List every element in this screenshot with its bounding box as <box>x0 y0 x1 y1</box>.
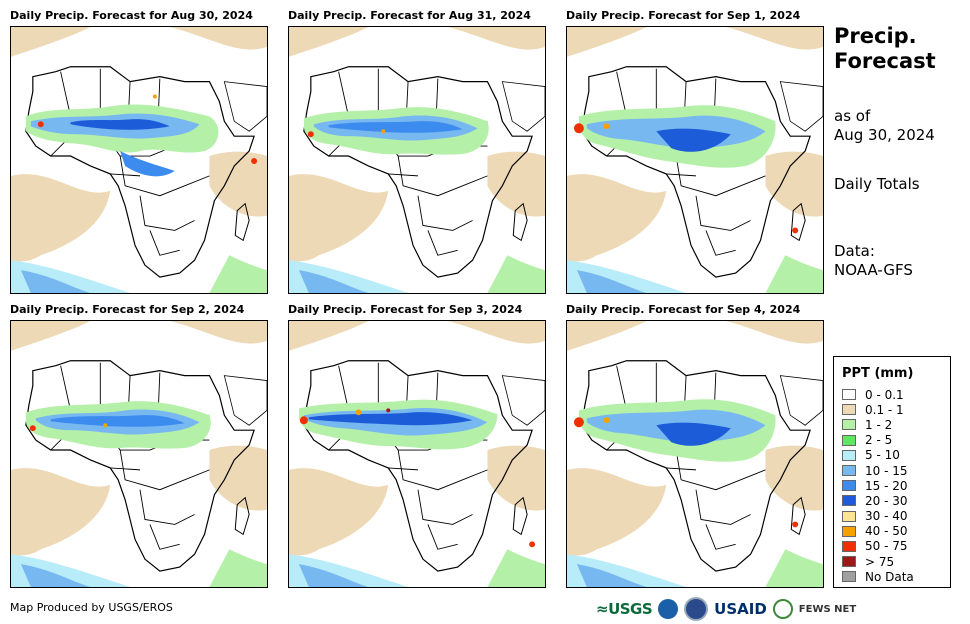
as-of-label: as of Aug 30, 2024 <box>834 107 935 145</box>
legend-item: 0 - 0.1 <box>842 387 950 402</box>
legend-label: 20 - 30 <box>865 493 908 508</box>
legend-swatch <box>842 571 856 583</box>
forecast-map-4 <box>10 320 268 588</box>
forecast-map-2 <box>288 26 546 294</box>
legend-swatch <box>842 404 856 416</box>
legend-label: 30 - 40 <box>865 509 908 524</box>
legend-label: > 75 <box>865 554 895 569</box>
partner-logos: ≈USGS USAID FEWS NET <box>596 597 856 621</box>
legend-label: No Data <box>865 569 914 584</box>
noaa-logo-icon <box>658 599 679 619</box>
forecast-map-6 <box>566 320 824 588</box>
legend-item: 30 - 40 <box>842 509 950 524</box>
legend-item: > 75 <box>842 554 950 569</box>
panel-title-4: Daily Precip. Forecast for Sep 2, 2024 <box>10 303 245 316</box>
panel-title-1: Daily Precip. Forecast for Aug 30, 2024 <box>10 9 253 22</box>
legend-label: 15 - 20 <box>865 478 908 493</box>
legend-item: No Data <box>842 569 950 584</box>
legend-swatch <box>842 419 856 431</box>
legend-title: PPT (mm) <box>842 366 914 381</box>
data-source: Data: NOAA-GFS <box>834 242 913 280</box>
legend-swatch <box>842 510 856 522</box>
usaid-logo: USAID <box>714 600 767 618</box>
legend-label: 50 - 75 <box>865 539 908 554</box>
panel-title-2: Daily Precip. Forecast for Aug 31, 2024 <box>288 9 531 22</box>
legend-swatch <box>842 495 856 507</box>
legend-swatch <box>842 465 856 477</box>
legend-item: 0.1 - 1 <box>842 402 950 417</box>
forecast-title-line2: Forecast <box>834 49 936 73</box>
forecast-title-line1: Precip. <box>834 24 917 48</box>
panel-title-3: Daily Precip. Forecast for Sep 1, 2024 <box>566 9 801 22</box>
panel-title-5: Daily Precip. Forecast for Sep 3, 2024 <box>288 303 523 316</box>
forecast-title: Precip. Forecast <box>834 24 936 74</box>
legend-label: 0 - 0.1 <box>865 387 904 402</box>
forecast-map-1 <box>10 26 268 294</box>
legend-swatch <box>842 556 856 568</box>
nasa-seal-icon <box>684 597 709 621</box>
forecast-map-5 <box>288 320 546 588</box>
legend-label: 0.1 - 1 <box>865 402 904 417</box>
legend-swatch <box>842 480 856 492</box>
legend-item: 50 - 75 <box>842 539 950 554</box>
usgs-logo: ≈USGS <box>596 600 653 618</box>
panel-title-6: Daily Precip. Forecast for Sep 4, 2024 <box>566 303 801 316</box>
as-of-date: Aug 30, 2024 <box>834 126 935 144</box>
footer-credit: Map Produced by USGS/EROS <box>10 601 173 614</box>
legend-swatch <box>842 449 856 461</box>
legend-item: 2 - 5 <box>842 433 950 448</box>
legend-swatch <box>842 434 856 446</box>
legend-item: 15 - 20 <box>842 478 950 493</box>
legend-label: 2 - 5 <box>865 433 893 448</box>
forecast-map-3 <box>566 26 824 294</box>
legend-swatch <box>842 525 856 537</box>
legend-label: 40 - 50 <box>865 524 908 539</box>
legend-label: 10 - 15 <box>865 463 908 478</box>
as-of-line1: as of <box>834 107 871 125</box>
legend-item: 1 - 2 <box>842 417 950 432</box>
legend-item: 40 - 50 <box>842 524 950 539</box>
legend-swatch <box>842 389 856 401</box>
daily-totals-label: Daily Totals <box>834 175 920 193</box>
legend-item: 20 - 30 <box>842 493 950 508</box>
legend-swatch <box>842 540 856 552</box>
legend-label: 1 - 2 <box>865 417 893 432</box>
data-source-line2: NOAA-GFS <box>834 261 913 279</box>
fews-net-logo: FEWS NET <box>798 603 857 615</box>
legend-item: 5 - 10 <box>842 448 950 463</box>
fews-globe-icon <box>772 599 793 619</box>
legend-item: 10 - 15 <box>842 463 950 478</box>
data-source-line1: Data: <box>834 242 875 260</box>
legend-label: 5 - 10 <box>865 448 900 463</box>
